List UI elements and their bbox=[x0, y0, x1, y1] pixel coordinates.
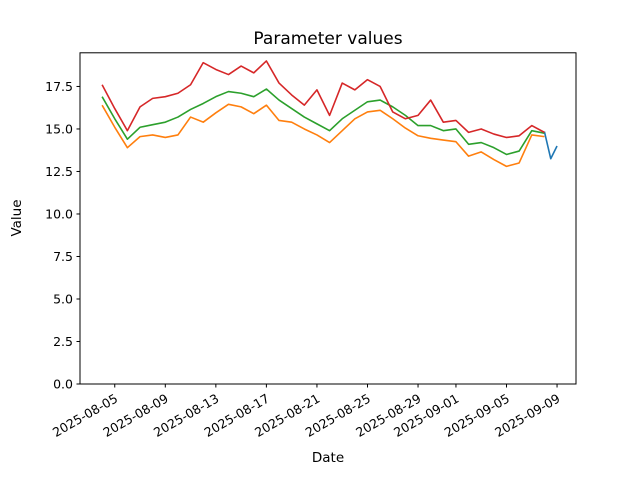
series-line-red bbox=[101, 60, 545, 139]
series-line-blue bbox=[543, 131, 558, 160]
y-tick-label: 10.0 bbox=[45, 206, 73, 221]
series-layer bbox=[80, 52, 576, 385]
chart-title: Parameter values bbox=[253, 29, 402, 49]
y-tick-label: 17.5 bbox=[45, 79, 73, 94]
x-axis-label: Date bbox=[312, 450, 344, 466]
plot-background bbox=[80, 52, 576, 385]
series-line-orange bbox=[101, 103, 545, 168]
axes-spines bbox=[79, 52, 577, 385]
y-tick-label: 7.5 bbox=[53, 249, 73, 264]
y-tick-label: 12.5 bbox=[45, 164, 73, 179]
y-tick-label: 2.5 bbox=[53, 334, 73, 349]
y-tick-label: 0.0 bbox=[53, 377, 73, 392]
y-axis-label: Value bbox=[9, 199, 25, 236]
series-line-green bbox=[101, 88, 545, 156]
y-tick-label: 5.0 bbox=[53, 291, 73, 306]
y-tick-label: 15.0 bbox=[45, 121, 73, 136]
